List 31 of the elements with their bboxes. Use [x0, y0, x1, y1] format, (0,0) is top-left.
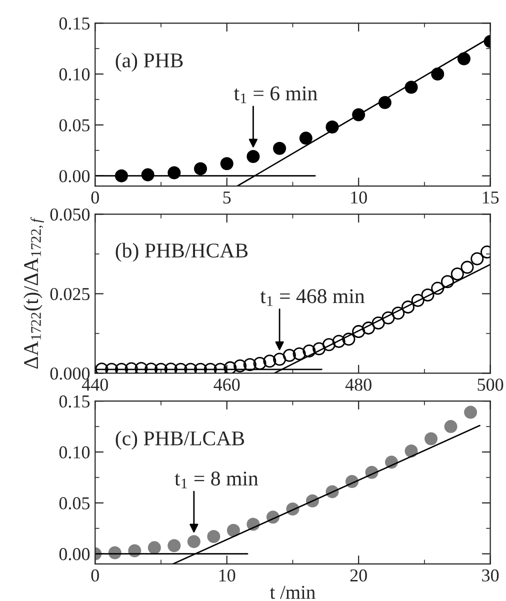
- annotation: t$_{1}$ = 6 min: [234, 86, 318, 104]
- y-tick-label: 0.15: [59, 395, 90, 408]
- x-tick-label: 15: [482, 191, 499, 204]
- y-tick-label: 0.025: [50, 288, 90, 300]
- y-tick-label: 0.050: [50, 208, 90, 221]
- x-tick-label: 30: [482, 569, 499, 582]
- x-tick-label: 440: [82, 378, 108, 391]
- annotation: (b) PHB/HCAB: [116, 242, 248, 262]
- y-tick-label: 0.000: [50, 367, 90, 380]
- x-tick-label: 500: [478, 378, 504, 391]
- annotation: t$_{1}$ = 468 min: [260, 289, 365, 306]
- y-tick-label: 0.00: [59, 548, 90, 560]
- y-tick-label: 0.10: [59, 446, 90, 459]
- y-tick-label: 0.00: [59, 170, 90, 182]
- annotation: (c) PHB/LCAB: [116, 430, 244, 450]
- x-tick-label: 10: [351, 191, 367, 204]
- x-tick-label: 0: [91, 191, 99, 204]
- y-tick-label: 0.10: [59, 68, 90, 81]
- y-axis-title: ΔA$_{1722}$(t)/ΔA$_{1722,f}$: [23, 216, 44, 369]
- annotation: t$_{1}$ = 8 min: [174, 472, 258, 488]
- y-tick-label: 0.15: [59, 17, 90, 30]
- x-tick-label: 5: [223, 192, 231, 204]
- x-tick-label: 480: [345, 378, 372, 391]
- annotation: (a) PHB: [116, 52, 183, 72]
- x-tick-label: 10: [219, 569, 236, 582]
- x-tick-label: 460: [214, 378, 240, 391]
- x-axis-title: t /min: [270, 586, 316, 599]
- x-tick-label: 20: [350, 569, 367, 582]
- y-tick-label: 0.05: [59, 497, 90, 510]
- x-tick-label: 0: [91, 569, 99, 582]
- y-tick-label: 0.05: [59, 119, 90, 132]
